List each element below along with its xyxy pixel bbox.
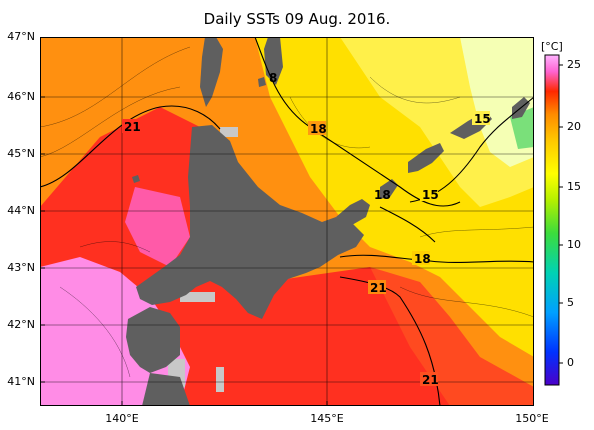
land-honshu — [126, 307, 180, 373]
graticule — [40, 37, 534, 406]
colorbar-unit: [°C] — [541, 40, 563, 53]
contour-label: 18 — [374, 188, 391, 202]
lon-label: 145°E — [310, 412, 344, 425]
contour-21-east — [339, 276, 441, 406]
contour-21-north — [40, 105, 221, 188]
colorbar-gradient — [544, 54, 560, 386]
contour-label: 18 — [310, 122, 327, 136]
land-small-islet-1 — [258, 77, 266, 87]
missing-data — [168, 127, 238, 392]
lat-label: 47°N — [7, 30, 35, 43]
land-honshu-south — [142, 373, 190, 406]
tick-marks — [40, 96, 328, 406]
lon-label: 150°E — [515, 412, 549, 425]
contour-label: 21 — [124, 120, 141, 134]
lat-label: 45°N — [7, 147, 35, 160]
colorbar-tick-label: 20 — [567, 120, 581, 133]
contour-label: 21 — [370, 281, 387, 295]
colorbar-tick-label: 5 — [567, 296, 574, 309]
land — [126, 37, 530, 406]
land-kuril-1 — [336, 199, 370, 225]
contour-18-north — [254, 37, 461, 207]
contour-label-group: 21 18 8 15 18 15 18 21 21 — [122, 71, 491, 387]
lat-label: 43°N — [7, 261, 35, 274]
sst-map: 21 18 8 15 18 15 18 21 21 — [40, 37, 534, 406]
contour-label: 15 — [422, 188, 439, 202]
lat-label: 46°N — [7, 90, 35, 103]
sst-field-pink-north — [125, 187, 190, 267]
contour-label: 21 — [422, 373, 439, 387]
land-small-islet-2 — [132, 175, 140, 183]
contour-18-east — [339, 254, 534, 263]
colorbar-tick-label: 0 — [567, 356, 574, 369]
colorbar-tick-label: 15 — [567, 180, 581, 193]
contour-label: 8 — [269, 71, 277, 85]
contours — [40, 37, 534, 406]
lon-label: 140°E — [105, 412, 139, 425]
lat-label: 42°N — [7, 318, 35, 331]
colorbar-tick-label: 25 — [567, 58, 581, 71]
land-kuril-2 — [380, 179, 398, 199]
chart-title: Daily SSTs 09 Aug. 2016. — [203, 10, 391, 28]
land-kuril-3 — [408, 143, 444, 173]
contour-18-mid — [379, 206, 436, 243]
colorbar-tick-label: 10 — [567, 238, 581, 251]
map-frame — [40, 37, 534, 406]
land-sakhalin — [200, 37, 223, 107]
contour-label: 15 — [474, 112, 491, 126]
lat-label: 41°N — [7, 375, 35, 388]
contour-label: 18 — [414, 252, 431, 266]
sst-field-red-east — [370, 267, 534, 406]
lat-label: 44°N — [7, 204, 35, 217]
land-hokkaido — [136, 125, 364, 319]
